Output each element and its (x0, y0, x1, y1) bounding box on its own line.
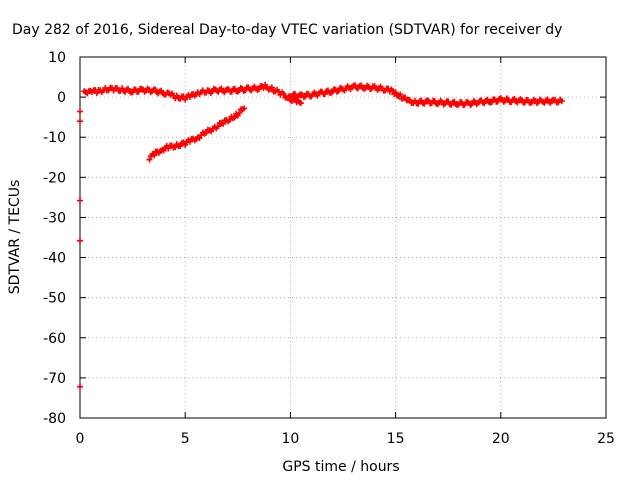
y-tick-label: -50 (43, 291, 66, 307)
grid-lines (80, 57, 606, 418)
data-point (77, 383, 83, 390)
x-tick-label: 20 (492, 431, 510, 447)
data-point (77, 237, 83, 244)
data-point (558, 98, 565, 105)
x-tick-label: 25 (597, 431, 615, 447)
y-tick-label: -60 (43, 331, 66, 347)
data-point (260, 85, 267, 92)
y-tick-label: 10 (48, 50, 66, 66)
y-tick-label: -80 (43, 411, 66, 427)
x-tick-label: 0 (76, 431, 85, 447)
data-point (268, 84, 275, 91)
data-point (231, 114, 238, 121)
data-point (177, 143, 184, 150)
data-point (241, 105, 248, 112)
y-tick-label: -20 (43, 170, 66, 186)
data-point (220, 120, 227, 127)
data-point (93, 90, 100, 97)
y-tick-label: -30 (43, 210, 66, 226)
y-tick-label: -40 (43, 251, 66, 267)
data-point (236, 109, 243, 116)
x-tick-label: 15 (387, 431, 405, 447)
data-point (392, 89, 399, 96)
y-tick-label: -70 (43, 371, 66, 387)
series-points (77, 81, 565, 390)
chart-title: Day 282 of 2016, Sidereal Day-to-day VTE… (12, 22, 562, 38)
data-point (77, 108, 83, 115)
data-point (226, 116, 233, 123)
y-tick-label: 0 (57, 90, 66, 106)
x-axis-label: GPS time / hours (282, 459, 399, 475)
plot-frame (79, 56, 607, 419)
data-point (402, 94, 409, 101)
data-point (182, 141, 189, 148)
x-tick-label: 5 (181, 431, 190, 447)
data-point (297, 100, 304, 107)
data-point (280, 90, 287, 97)
y-axis-label: SDTVAR / TECUs (7, 180, 23, 295)
data-point (397, 91, 404, 98)
data-point (203, 129, 210, 136)
data-point (77, 118, 83, 125)
x-tick-labels: 0 5 10 15 20 25 (76, 431, 615, 447)
x-tick-label: 10 (281, 431, 299, 447)
data-point (77, 197, 83, 204)
y-tick-labels: 10 0 -10 -20 -30 -40 -50 -60 -70 -80 (43, 50, 66, 427)
data-point (215, 123, 222, 130)
data-point (151, 152, 158, 159)
data-point (146, 156, 153, 163)
axis-ticks (79, 56, 607, 419)
y-tick-label: -10 (43, 130, 66, 146)
